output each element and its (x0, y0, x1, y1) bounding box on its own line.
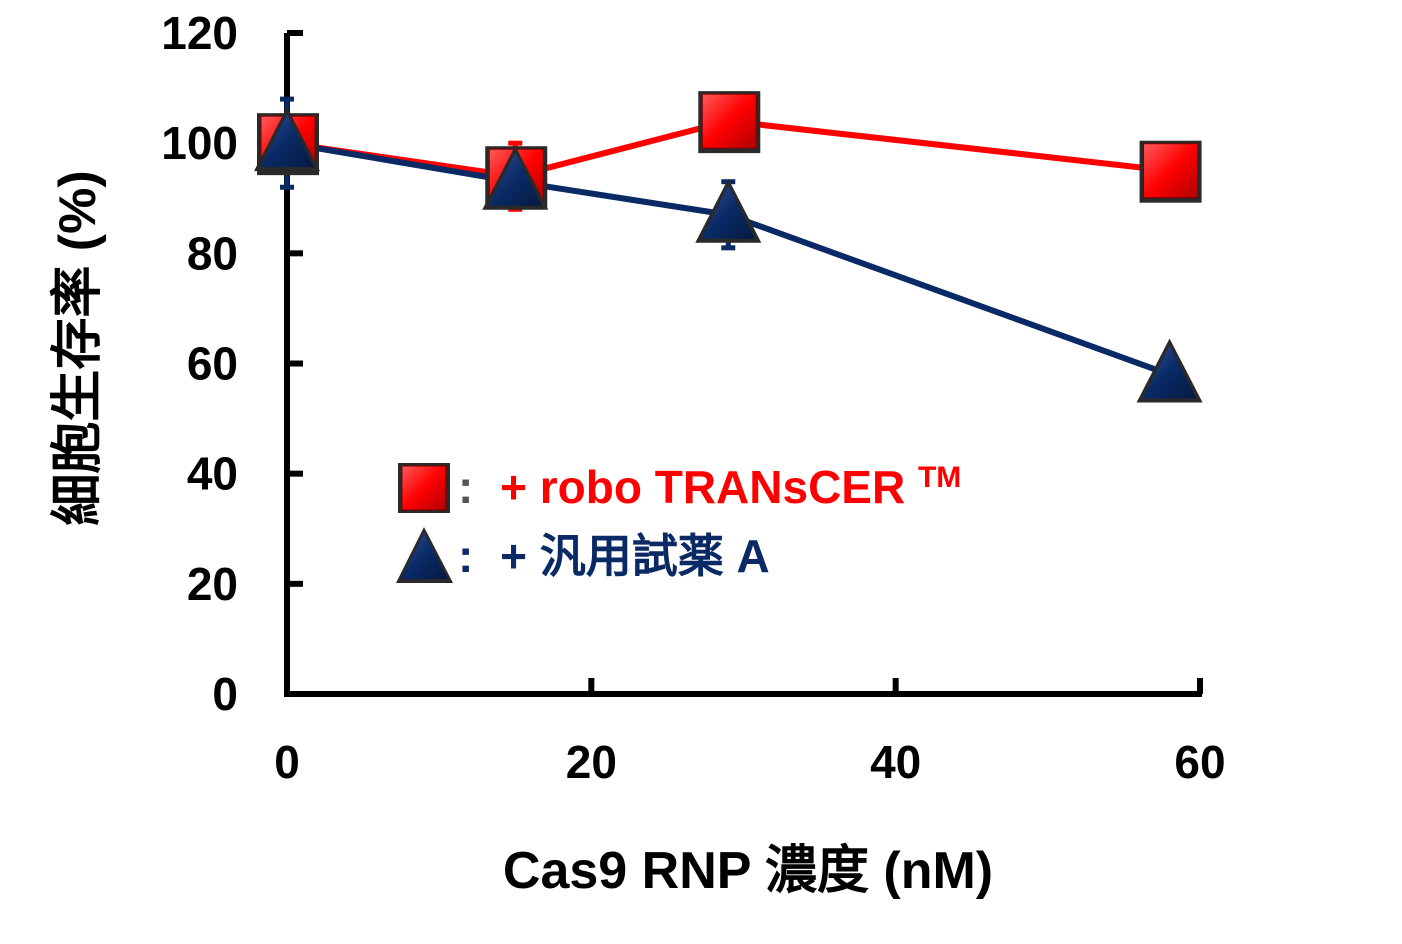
data-point-triangle (254, 107, 320, 172)
svg-text:: + robo TRANsCER: : + robo TRANsCER TM (458, 461, 961, 513)
y-tick-label: 120 (161, 7, 238, 59)
series-line-reagent-a (286, 140, 1171, 378)
y-axis-title: 細胞生存率 (%) (49, 170, 107, 525)
y-tick-label: 80 (187, 227, 238, 279)
x-tick-label: 40 (870, 736, 921, 788)
data-point-square (1139, 140, 1202, 203)
y-tick-label: 20 (187, 558, 238, 610)
series-layer (254, 91, 1203, 403)
legend-separator-2: : (458, 530, 473, 582)
legend-marker-square (398, 463, 450, 513)
x-axis-title: Cas9 RNP 濃度 (nM) (503, 842, 993, 900)
data-point-triangle (1136, 338, 1203, 403)
data-point-square (698, 91, 761, 154)
data-point-triangle (695, 178, 762, 243)
y-tick-label: 0 (212, 668, 238, 720)
y-tick-label: 100 (161, 117, 238, 169)
svg-text:: + 汎用試薬 A: : + 汎用試薬 A (458, 530, 770, 582)
legend-label-robo-transcer: + robo TRANsCER (500, 461, 905, 513)
data-point-triangle (482, 145, 549, 210)
y-tick-label: 40 (187, 448, 238, 500)
x-tick-label: 20 (566, 736, 617, 788)
y-tick-label: 60 (187, 338, 238, 390)
legend-marker-triangle (396, 527, 453, 583)
legend-label-reagent-a: + 汎用試薬 A (500, 530, 770, 582)
x-tick-label: 60 (1174, 736, 1225, 788)
x-tick-label: 0 (274, 736, 300, 788)
legend-separator-1: : (458, 461, 473, 513)
legend-label-superscript: TM (918, 461, 961, 494)
legend-item-reagent-a: : + 汎用試薬 A (396, 527, 770, 583)
legend-item-robo-transcer: : + robo TRANsCER TM (398, 461, 961, 513)
legend: : + robo TRANsCER TM : + 汎用試薬 A (396, 461, 961, 583)
x-ticks: 0 20 40 60 (274, 678, 1226, 788)
